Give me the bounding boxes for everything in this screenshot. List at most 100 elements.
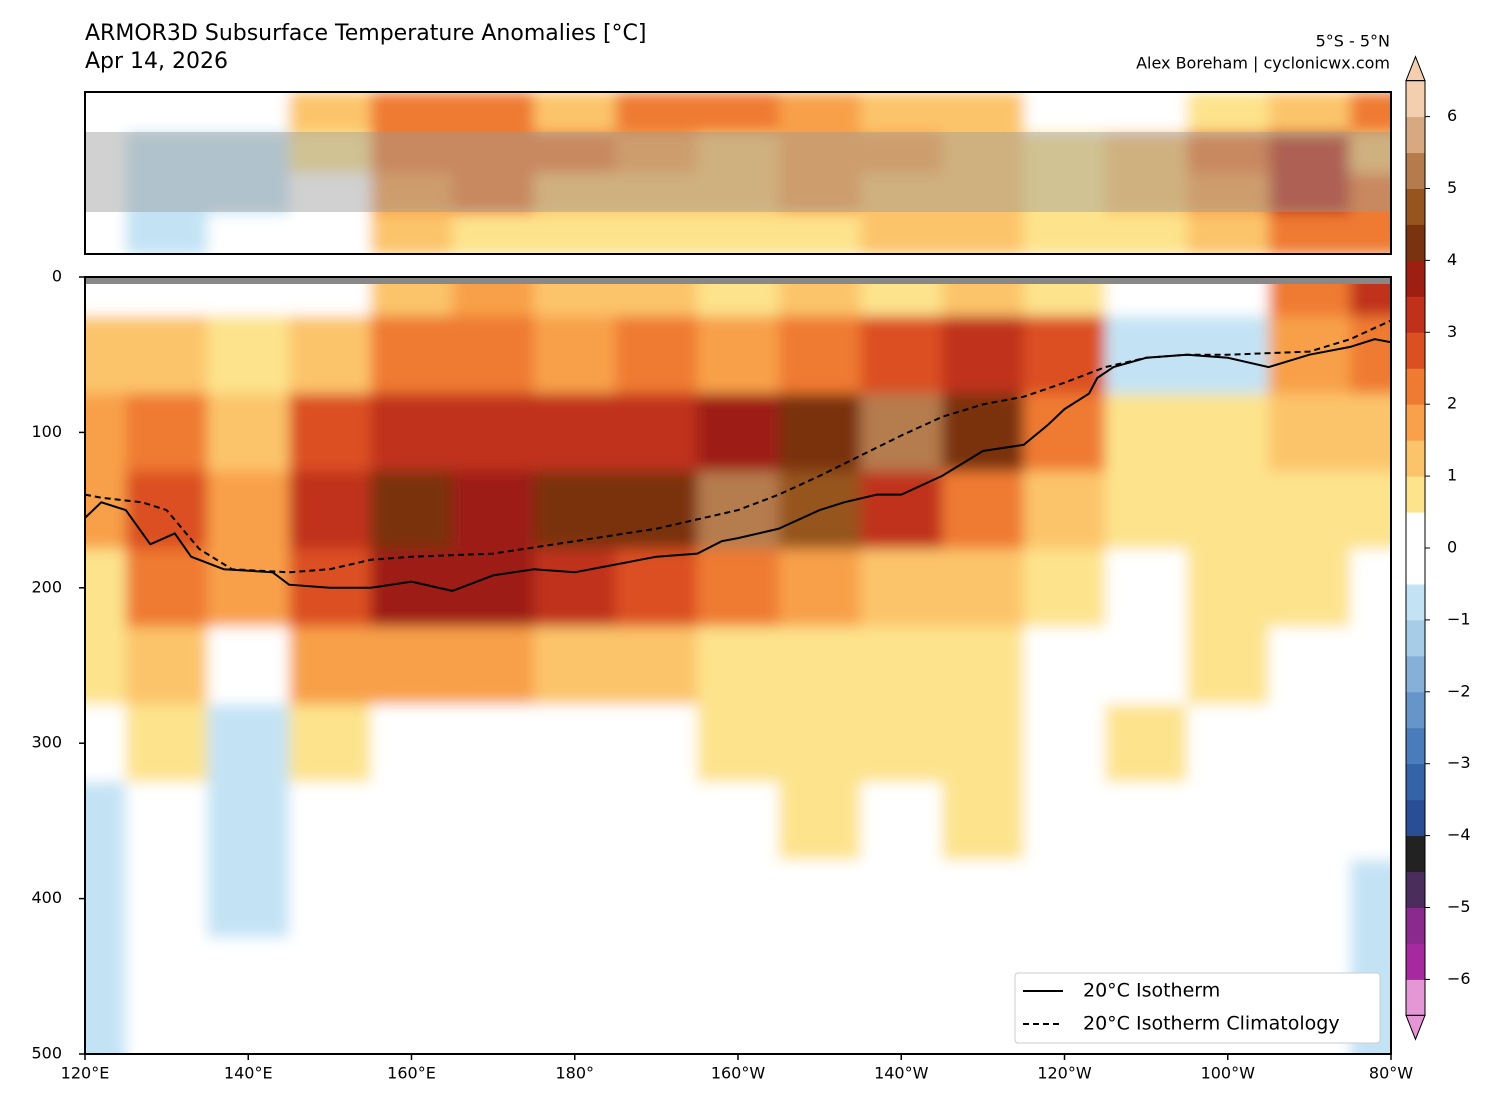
contour-cell bbox=[615, 393, 699, 473]
map-cell bbox=[452, 213, 535, 254]
map-cell bbox=[1350, 92, 1391, 134]
map-cell bbox=[615, 132, 699, 174]
contour-cell bbox=[615, 1015, 699, 1054]
contour-cell bbox=[1268, 626, 1352, 706]
contour-cell bbox=[942, 1015, 1025, 1054]
contour-cell bbox=[697, 626, 780, 706]
contour-cell bbox=[1105, 471, 1188, 550]
map-cell bbox=[1186, 173, 1270, 215]
colorbar-bin bbox=[1406, 691, 1425, 729]
contour-cell bbox=[1105, 704, 1188, 784]
map-cell bbox=[697, 92, 780, 134]
contour-cell bbox=[778, 1015, 862, 1054]
contour-cell bbox=[533, 471, 617, 550]
contour-cell bbox=[533, 548, 617, 628]
contour-cell bbox=[370, 782, 454, 861]
contour-cell bbox=[1186, 548, 1270, 628]
map-cell bbox=[778, 213, 862, 254]
contour-cell bbox=[615, 626, 699, 706]
map-cell bbox=[1105, 213, 1188, 254]
map-cell bbox=[1105, 92, 1188, 134]
contour-cell bbox=[289, 393, 372, 473]
legend-box bbox=[1014, 972, 1381, 1044]
contour-cell bbox=[1350, 548, 1391, 628]
map-cell bbox=[289, 173, 372, 215]
contour-cell bbox=[942, 393, 1025, 473]
map-cell bbox=[533, 213, 617, 254]
contour-cell bbox=[370, 859, 454, 939]
colorbar-arrow-top bbox=[1405, 55, 1426, 82]
map-cell bbox=[942, 173, 1025, 215]
contour-cell bbox=[370, 471, 454, 550]
contour-cell bbox=[1350, 471, 1391, 550]
colorbar-arrow-bottom bbox=[1405, 1014, 1426, 1041]
contour-cell bbox=[942, 782, 1025, 861]
colorbar-tick-label: −4 bbox=[1447, 825, 1471, 844]
contour-cell bbox=[289, 315, 372, 395]
colorbar-tick-label: −5 bbox=[1447, 897, 1471, 916]
contour-cell bbox=[533, 937, 617, 1017]
contour-cell bbox=[1268, 548, 1352, 628]
contour-cell bbox=[697, 1015, 780, 1054]
map-cell bbox=[533, 173, 617, 215]
contour-cell bbox=[1023, 782, 1107, 861]
colorbar-bin bbox=[1406, 979, 1425, 1016]
contour-cell bbox=[207, 859, 291, 939]
legend-label: 20°C Isotherm bbox=[1083, 980, 1220, 1002]
colorbar-bin bbox=[1406, 116, 1425, 154]
y-tick-label: 300 bbox=[31, 733, 62, 752]
contour-cell bbox=[1268, 704, 1352, 784]
contour-cell bbox=[533, 393, 617, 473]
contour-cell bbox=[370, 937, 454, 1017]
contour-cell bbox=[289, 937, 372, 1017]
lines bbox=[85, 319, 1391, 592]
map-cell bbox=[860, 173, 944, 215]
map-cell bbox=[289, 92, 372, 134]
contour-cell bbox=[370, 393, 454, 473]
colorbar-tick-label: −3 bbox=[1447, 753, 1471, 772]
map-cell bbox=[85, 173, 127, 215]
map-cell bbox=[1186, 92, 1270, 134]
contour-cell bbox=[125, 704, 209, 784]
map-cell bbox=[370, 92, 454, 134]
contour-cell bbox=[452, 626, 535, 706]
contour-cell bbox=[289, 471, 372, 550]
contour-cell bbox=[697, 782, 780, 861]
contour-cell bbox=[125, 937, 209, 1017]
x-tick-label: 160°E bbox=[387, 1064, 436, 1083]
isotherm-line bbox=[85, 319, 1391, 574]
colorbar-bin bbox=[1406, 188, 1425, 225]
contour-cell bbox=[1350, 704, 1391, 784]
contour-cell bbox=[860, 548, 944, 628]
colorbar-bin bbox=[1406, 332, 1425, 369]
colorbar-bin bbox=[1406, 548, 1425, 585]
colorbar-tick-label: 3 bbox=[1447, 322, 1457, 341]
y-tick-label: 200 bbox=[31, 577, 62, 596]
map-cell bbox=[942, 213, 1025, 254]
map-cell bbox=[533, 92, 617, 134]
contour-cell bbox=[1350, 782, 1391, 861]
map-cell bbox=[289, 132, 372, 174]
contour-cell bbox=[207, 782, 291, 861]
colorbar-tick-label: 6 bbox=[1447, 106, 1457, 125]
contour-cell bbox=[85, 315, 127, 395]
colorbar-bin bbox=[1406, 512, 1425, 549]
map-cell bbox=[1023, 173, 1107, 215]
colorbar-tick-label: 0 bbox=[1447, 538, 1457, 557]
contour-cell bbox=[452, 704, 535, 784]
contour-cell bbox=[615, 471, 699, 550]
map-cell bbox=[1105, 173, 1188, 215]
map-cell bbox=[1350, 132, 1391, 174]
contour-cell bbox=[533, 859, 617, 939]
contour-cell bbox=[860, 782, 944, 861]
map-cell bbox=[1023, 213, 1107, 254]
contour-cell bbox=[1023, 548, 1107, 628]
contour-cell bbox=[125, 393, 209, 473]
map-cell bbox=[615, 213, 699, 254]
credit: Alex Boreham | cyclonicwx.com bbox=[1136, 54, 1390, 73]
contour-cell bbox=[370, 626, 454, 706]
map-cell bbox=[778, 173, 862, 215]
map-frame bbox=[84, 91, 1392, 255]
colorbar-bin bbox=[1406, 368, 1425, 405]
